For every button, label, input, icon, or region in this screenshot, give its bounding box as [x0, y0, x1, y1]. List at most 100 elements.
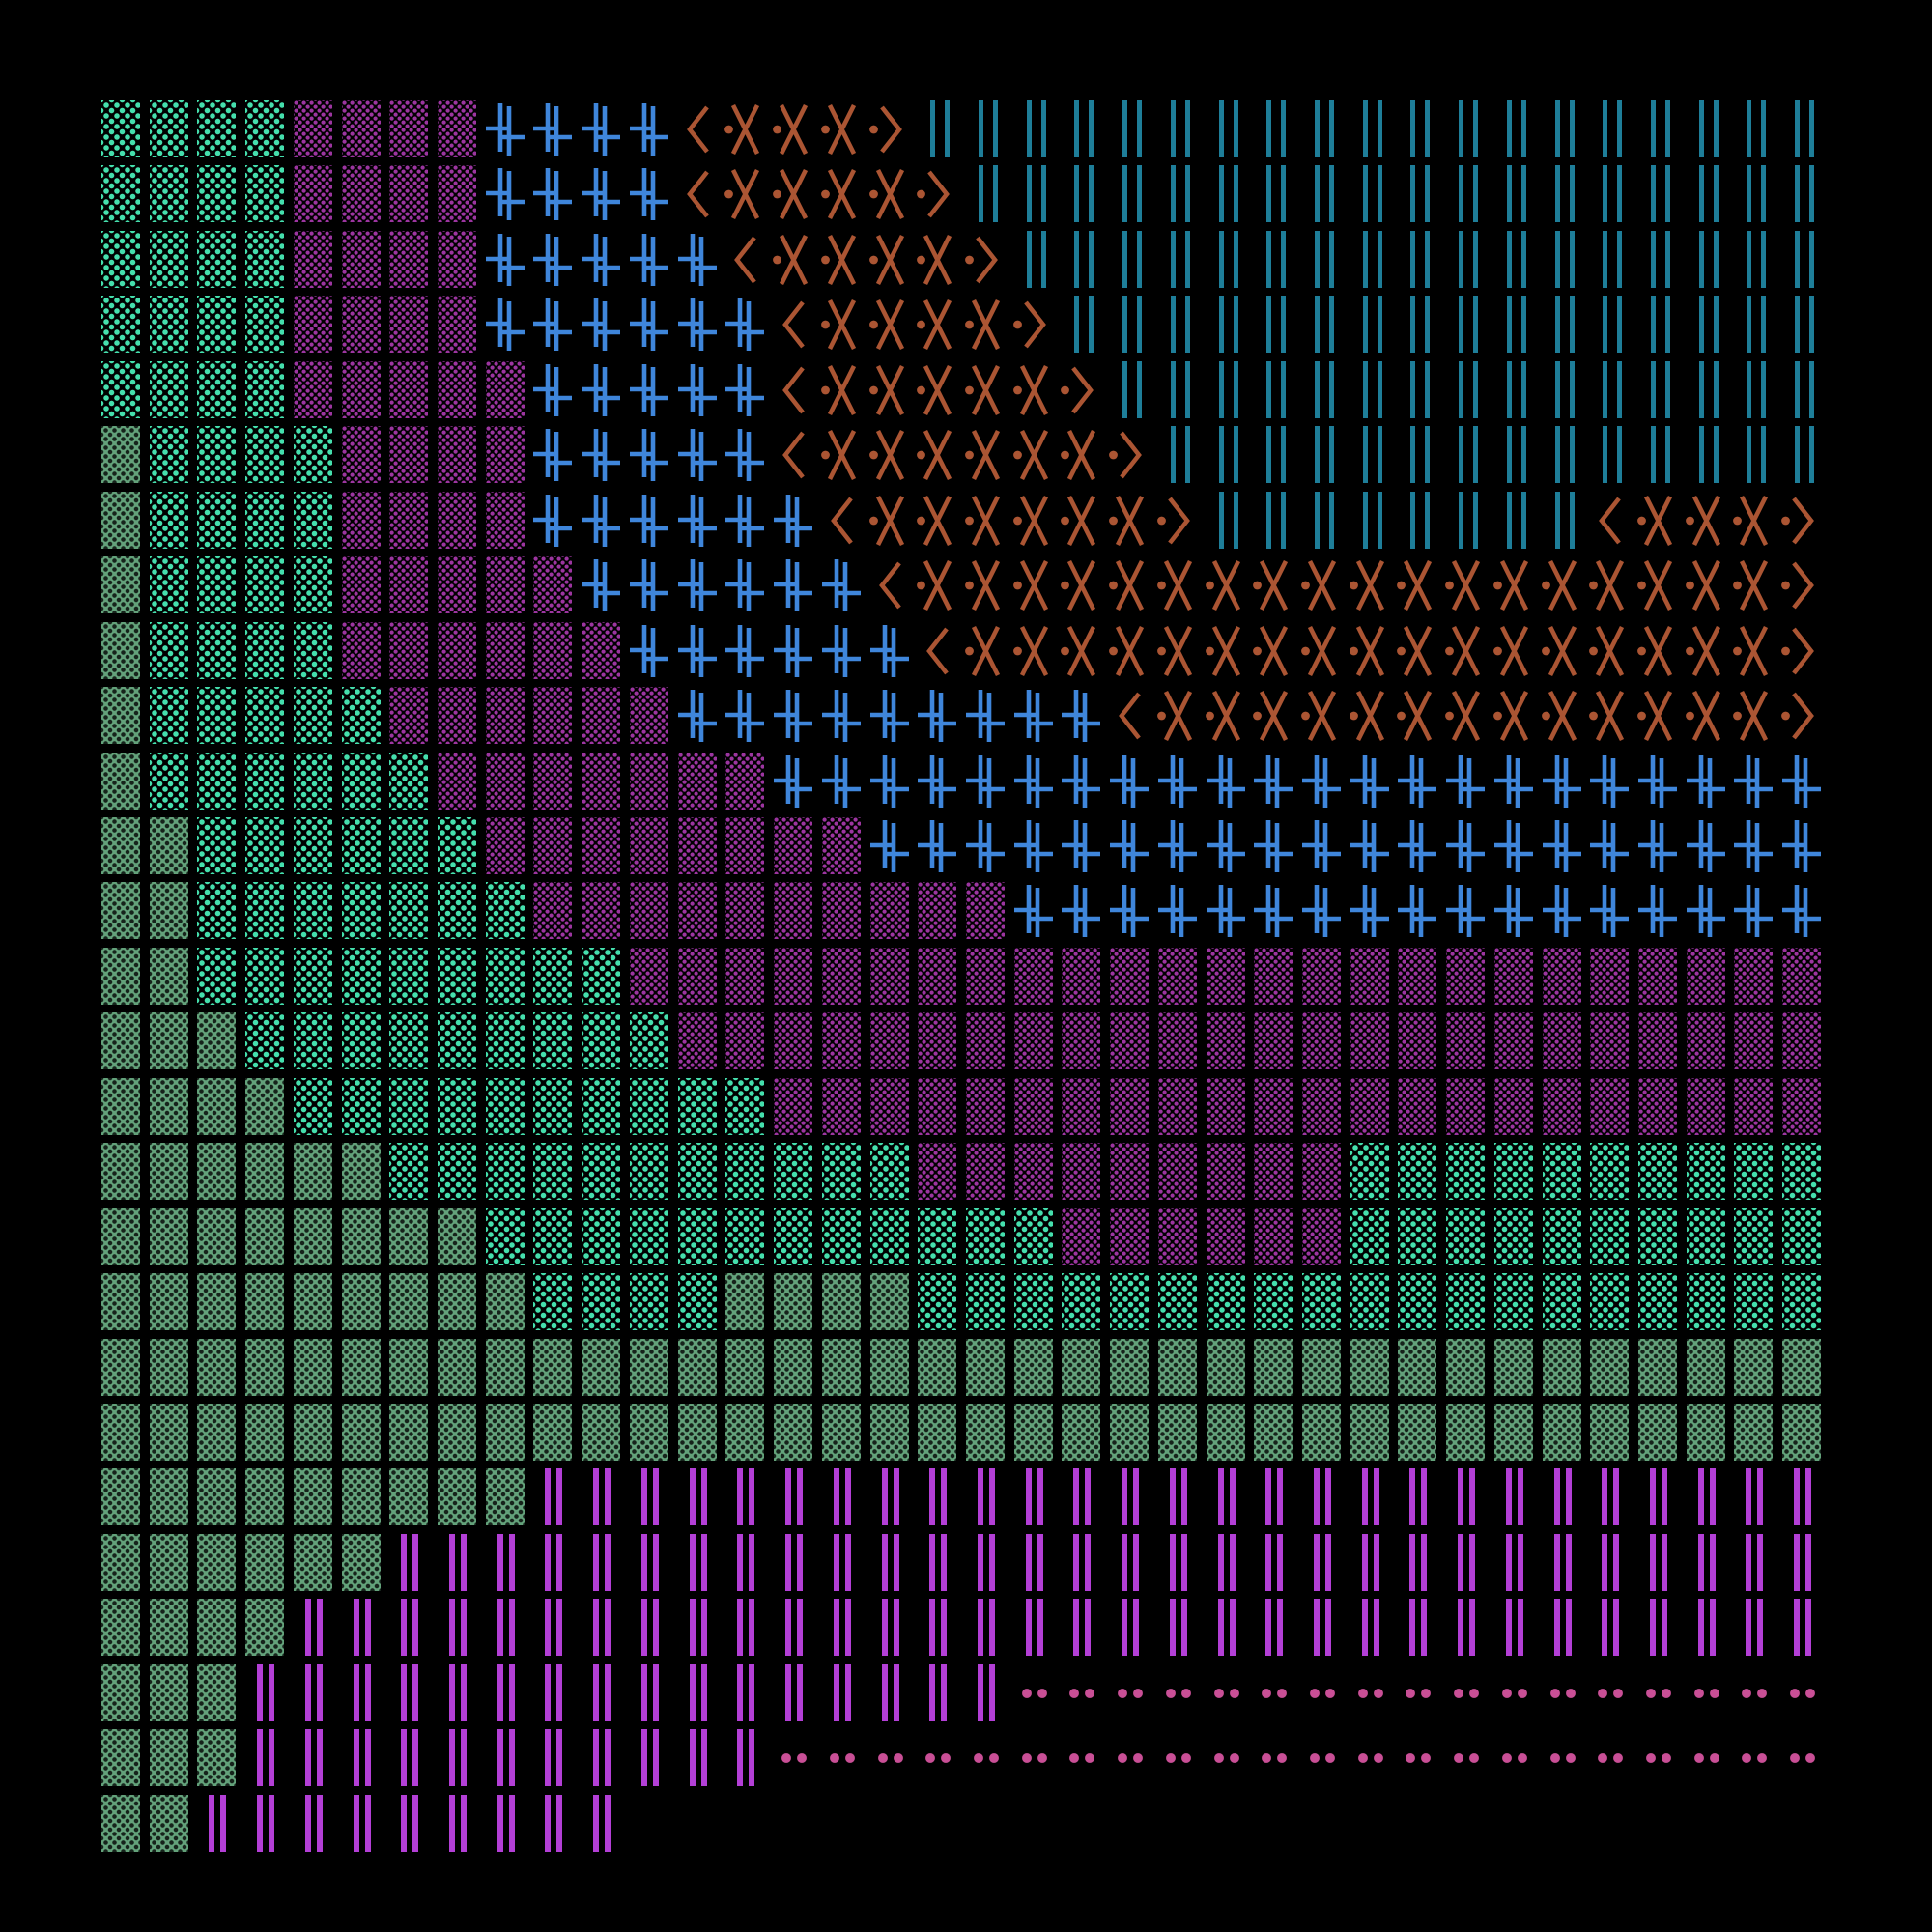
pattern-cell-magenta-bars [725, 1468, 765, 1526]
pattern-cell-purple-dots [869, 947, 909, 1005]
pattern-cell-mint-dots [1446, 1143, 1486, 1201]
pattern-cell-purple-dots [293, 165, 332, 223]
pattern-cell-orange-x [1733, 687, 1773, 744]
pattern-cell-magenta-bars [1398, 1599, 1437, 1657]
pattern-cell-pink-dots [1110, 1663, 1150, 1721]
pattern-cell-sage-block [197, 1404, 237, 1461]
pattern-cell-purple-dots [438, 687, 477, 745]
pattern-cell-sage-block [149, 1208, 188, 1265]
pattern-cell-purple-dots [533, 752, 573, 810]
pattern-cell-teal-bars [1302, 360, 1341, 418]
pattern-cell-mint-dots [1782, 1273, 1822, 1331]
pattern-cell-pink-dots [1157, 1663, 1197, 1721]
pattern-cell-magenta-bars [1686, 1533, 1725, 1591]
pattern-cell-magenta-bars [485, 1794, 525, 1852]
pattern-cell-sage-block [341, 1143, 381, 1201]
pattern-cell-mint-dots [438, 882, 477, 940]
pattern-cell-sage-block [197, 1273, 237, 1331]
pattern-cell-mint-dots [1398, 1273, 1437, 1331]
pattern-cell-mint-dots [197, 296, 237, 354]
pattern-cell-orange-x [1541, 556, 1581, 613]
pattern-cell-sage-block [149, 1663, 188, 1721]
pattern-cell-sage-block [149, 1077, 188, 1135]
pattern-cell-purple-dots [1398, 1012, 1437, 1070]
pattern-cell-pink-dots [821, 1729, 861, 1787]
pattern-cell-orange-x [1253, 556, 1293, 613]
pattern-cell-orange-x [1637, 687, 1677, 744]
pattern-cell-teal-bars [1734, 165, 1774, 223]
pattern-cell-sage-block [101, 1533, 140, 1591]
pattern-cell-purple-dots [629, 816, 668, 874]
pattern-cell-orange-x [725, 231, 764, 288]
pattern-cell-magenta-bars [245, 1663, 285, 1721]
pattern-cell-teal-bars [1542, 165, 1581, 223]
pattern-cell-blue-cross [677, 687, 717, 744]
pattern-cell-magenta-bars [1638, 1599, 1678, 1657]
pattern-cell-mint-dots [918, 1273, 957, 1331]
pattern-cell-sage-block [485, 1273, 525, 1331]
pattern-cell-sage-block [821, 1273, 861, 1331]
pattern-cell-magenta-bars [629, 1533, 668, 1591]
pattern-cell-blue-cross [725, 361, 765, 418]
pattern-cell-teal-bars [1446, 230, 1486, 288]
pattern-cell-sage-block [1686, 1338, 1725, 1396]
pattern-cell-magenta-bars [1206, 1468, 1245, 1526]
pattern-cell-magenta-bars [1734, 1533, 1774, 1591]
pattern-cell-purple-dots [1157, 1208, 1197, 1265]
pattern-cell-purple-dots [485, 556, 525, 614]
pattern-cell-blue-cross [1446, 753, 1486, 810]
pattern-cell-mint-dots [1590, 1143, 1630, 1201]
pattern-cell-sage-block [101, 882, 140, 940]
pattern-cell-sage-block [149, 1599, 188, 1657]
pattern-cell-blue-cross [725, 492, 765, 549]
pattern-cell-orange-x [1109, 556, 1149, 613]
pattern-cell-pink-dots [1493, 1729, 1533, 1787]
pattern-cell-mint-dots [149, 426, 188, 484]
pattern-cell-purple-dots [438, 556, 477, 614]
pattern-cell-sage-block [918, 1404, 957, 1461]
pattern-cell-sage-block [1157, 1404, 1197, 1461]
pattern-cell-mint-dots [1062, 1273, 1101, 1331]
pattern-cell-blue-cross [629, 622, 668, 679]
pattern-cell-purple-dots [438, 165, 477, 223]
pattern-cell-purple-dots [1206, 1077, 1245, 1135]
pattern-cell-mint-dots [1493, 1273, 1533, 1331]
pattern-cell-teal-bars [1542, 426, 1581, 484]
pattern-cell-orange-x [1253, 687, 1293, 744]
pattern-cell-sage-block [149, 816, 188, 874]
pattern-cell-purple-dots [389, 165, 429, 223]
pattern-cell-magenta-bars [389, 1729, 429, 1787]
pattern-cell-sage-block [245, 1143, 285, 1201]
pattern-cell-magenta-bars [821, 1599, 861, 1657]
pattern-cell-purple-dots [918, 1143, 957, 1201]
pattern-cell-magenta-bars [677, 1468, 717, 1526]
pattern-cell-teal-bars [1206, 360, 1245, 418]
pattern-cell-purple-dots [821, 947, 861, 1005]
pattern-cell-teal-bars [1782, 165, 1822, 223]
pattern-cell-teal-bars [1493, 165, 1533, 223]
pattern-cell-sage-block [1013, 1404, 1053, 1461]
pattern-cell-orange-x [868, 296, 909, 353]
pattern-cell-mint-dots [149, 360, 188, 418]
pattern-cell-purple-dots [1782, 1012, 1822, 1070]
pattern-cell-sage-block [149, 1143, 188, 1201]
pattern-cell-mint-dots [1638, 1208, 1678, 1265]
pattern-cell-magenta-bars [1206, 1599, 1245, 1657]
pattern-cell-teal-bars [1398, 360, 1437, 418]
pattern-cell-magenta-bars [245, 1794, 285, 1852]
pattern-cell-orange-x [1301, 556, 1341, 613]
pattern-cell-teal-bars [1686, 296, 1725, 354]
pattern-cell-sage-block [1734, 1404, 1774, 1461]
pattern-cell-mint-dots [149, 491, 188, 549]
pattern-cell-mint-dots [1013, 1208, 1053, 1265]
pattern-cell-magenta-bars [918, 1468, 957, 1526]
pattern-cell-blue-cross [1493, 882, 1533, 939]
pattern-cell-magenta-bars [533, 1533, 573, 1591]
pattern-cell-purple-dots [725, 947, 765, 1005]
pattern-cell-blue-cross [821, 556, 861, 613]
pattern-cell-orange-x [1397, 687, 1436, 744]
pattern-cell-teal-bars [1638, 426, 1678, 484]
pattern-cell-purple-dots [533, 556, 573, 614]
pattern-cell-pink-dots [1206, 1663, 1245, 1721]
pattern-cell-mint-dots [149, 556, 188, 614]
